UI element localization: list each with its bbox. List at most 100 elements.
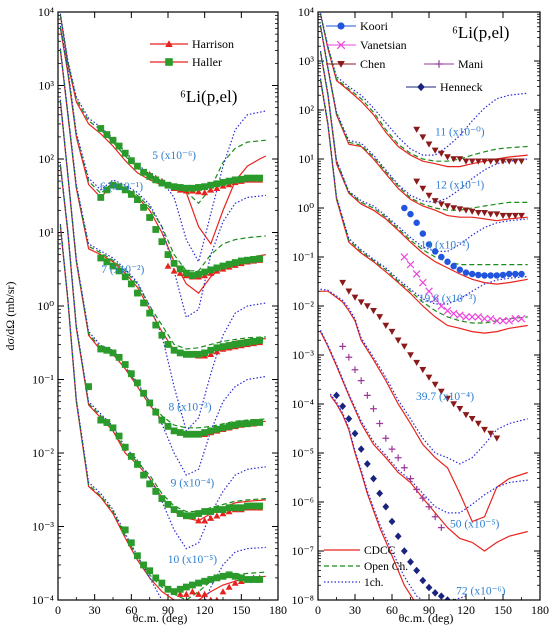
data-point-haller [189,582,196,589]
curve-1ch- [60,14,265,262]
data-point-haller [244,420,251,427]
data-point-haller [244,576,251,583]
data-point-chen [413,360,420,366]
data-point-haller [250,338,257,345]
data-point-haller [213,574,220,581]
data-point-haller [220,506,227,513]
data-point-haller [158,332,165,339]
plot-frame [58,12,278,600]
energy-label: 5 (x10⁻⁶) [152,150,196,162]
data-point-haller [158,495,165,502]
data-point-haller [226,261,233,268]
data-point-haller [128,370,135,377]
x-tick-label: 0 [55,603,61,617]
data-point-haller [134,552,141,559]
data-point-haller [207,347,214,354]
data-point-haller [232,259,239,266]
right-panel: 10⁴10³10²10¹10⁰10⁻¹10⁻²10⁻³10⁻⁴10⁻⁵10⁻⁶1… [291,5,549,620]
y-axis-label: dσ/dΩ (mb/sr) [3,281,17,350]
energy-label: 10 (x10⁻⁵) [168,554,218,566]
data-point-chen [419,134,426,140]
data-point-haller [207,427,214,434]
data-point-chen [426,375,433,381]
x-tick-label: 120 [457,603,475,617]
data-point-chen [518,159,525,165]
data-point-haller [128,453,135,460]
data-point-koori [487,272,493,278]
data-point-koori [407,211,413,217]
data-point-haller [158,580,165,587]
legend-label: Chen [360,57,385,71]
data-point-haller [165,423,172,430]
energy-label: 8 (x10⁻³) [168,401,211,413]
data-point-koori [401,205,407,211]
data-point-henneck [389,518,396,525]
panel-title: ⁶Li(p,el) [452,23,509,42]
data-point-vanetsian [401,254,408,261]
panel-title: ⁶Li(p,el) [180,87,237,106]
data-point-haller [244,503,251,510]
data-point-chen [407,352,414,358]
data-point-haller [256,175,263,182]
data-point-vanetsian [407,261,414,268]
data-point-haller [146,567,153,574]
x-axis-label-right: θc.m. (deg) [399,611,454,625]
data-point-mani [358,377,365,384]
data-point-chen [487,211,494,217]
legend-label: Koori [360,19,389,33]
data-point-chen [419,367,426,373]
data-point-haller [171,260,178,267]
data-point-chen [370,308,377,314]
data-point-haller [244,339,251,346]
data-point-haller [128,280,135,287]
data-point-haller [238,504,245,511]
data-point-chen [413,127,420,133]
data-point-koori [444,259,450,265]
data-point-haller [158,238,165,245]
data-point-koori [512,271,518,277]
data-point-haller [146,400,153,407]
x-tick-label: 180 [269,603,287,617]
data-point-haller [250,256,257,263]
data-point-haller [232,176,239,183]
data-point-haller [256,503,263,510]
energy-label: 11 (x10⁻⁰) [435,127,485,139]
x-axis-label-left: θc.m. (deg) [133,611,188,625]
data-point-chen [432,382,439,388]
energy-label: 50 (x10⁻⁵) [450,519,500,531]
data-point-haller [226,342,233,349]
data-point-haller [183,584,190,591]
data-point-vanetsian [475,313,482,320]
data-point-haller [183,185,190,192]
data-point-chen [456,156,463,162]
data-point-henneck [364,460,371,467]
data-point-chen [444,154,451,160]
data-point-mani [389,446,396,453]
data-point-haller [189,272,196,279]
data-point-haller [171,506,178,513]
legend-label: Haller [192,55,222,69]
data-point-henneck [358,445,365,452]
data-point-mani [352,366,359,373]
data-point-vanetsian [518,315,525,322]
data-point-mani [432,513,439,520]
data-point-haller [207,576,214,583]
data-point-haller [201,269,208,276]
data-point-haller [116,433,123,440]
data-point-haller [177,350,184,357]
data-point-haller [226,423,233,430]
data-point-koori [450,263,456,269]
data-point-vanetsian [463,313,470,320]
data-point-haller [165,586,172,593]
data-point-haller [177,429,184,436]
data-point-koori [420,230,426,236]
data-point-henneck [426,584,433,591]
data-point-haller [134,290,141,297]
data-point-haller [183,270,190,277]
left-panel: 10⁴10³10²10¹10⁰10⁻¹10⁻²10⁻³10⁻⁴0 30 60 90 12… [31,5,287,629]
legend-label: Henneck [440,80,483,94]
data-point-haller [128,157,135,164]
data-point-haller [256,255,263,262]
data-point-chen [438,201,445,207]
data-point-haller [195,431,202,438]
